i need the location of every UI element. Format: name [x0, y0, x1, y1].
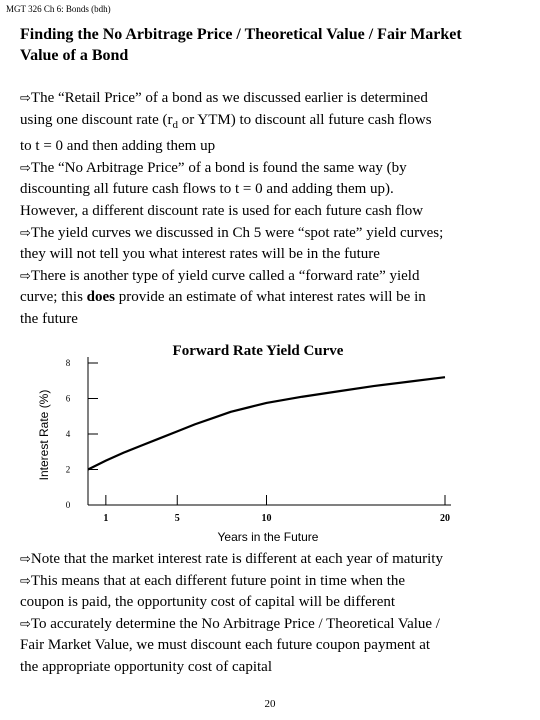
x-axis-label: Years in the Future [218, 530, 319, 544]
page-title: Finding the No Arbitrage Price / Theoret… [20, 24, 530, 66]
chart-series [87, 376, 446, 471]
bullet-text: The “Retail Price” of a bond as we discu… [30, 90, 428, 106]
bullet-text: This means that at each different future… [30, 572, 406, 589]
bullet-text: The “No Arbitrage Price” of a bond is fo… [30, 159, 407, 176]
arrow-right-icon: ⇨ [20, 268, 31, 284]
arrow-right-icon: ⇨ [20, 616, 31, 632]
bullet-text: There is another type of yield curve cal… [30, 267, 420, 284]
conclusion-bullets: ⇨Note that the market interest rate is d… [20, 549, 535, 679]
bullet-text: provide an estimate of what interest rat… [115, 289, 426, 306]
bullet-text: coupon is paid, the opportunity cost of … [20, 594, 396, 611]
bullet-spot-rate: ⇨The yield curves we discussed in Ch 5 w… [20, 223, 535, 266]
bullet-text: using one discount rate (r [20, 111, 173, 128]
y-tick-label: 0 [66, 500, 71, 510]
title-line-2: Value of a Bond [20, 47, 129, 64]
page-number: 20 [264, 698, 276, 710]
bullet-text: curve; this [20, 289, 87, 306]
bullet-opportunity-cost: ⇨This means that at each different futur… [20, 571, 535, 614]
arrow-right-icon: ⇨ [20, 91, 31, 106]
bullet-text: they will not tell you what interest rat… [20, 246, 380, 263]
chart-axes [87, 357, 451, 506]
page-header: MGT 326 Ch 6: Bonds (bdh) [6, 4, 111, 14]
arrow-right-icon: ⇨ [20, 160, 31, 176]
title-line-1: Finding the No Arbitrage Price / Theoret… [20, 26, 462, 43]
bullet-discount-coupons: ⇨To accurately determine the No Arbitrag… [20, 614, 535, 679]
bullet-text: the appropriate opportunity cost of capi… [20, 658, 273, 675]
arrow-right-icon: ⇨ [20, 552, 31, 567]
forward-rate-chart: Forward Rate Yield Curve Interest Rate (… [37, 343, 451, 544]
bullet-market-rate: ⇨Note that the market interest rate is d… [20, 549, 535, 571]
chart-title: Forward Rate Yield Curve [173, 343, 344, 359]
bullet-text: or YTM) to discount all future cash flow… [177, 111, 432, 128]
y-tick-label: 2 [66, 465, 71, 475]
y-tick-label: 8 [66, 358, 71, 368]
bullet-text: the future [20, 310, 78, 327]
bullet-text: Note that the market interest rate is di… [30, 551, 443, 567]
bullet-retail-price: ⇨The “Retail Price” of a bond as we disc… [20, 88, 535, 158]
x-tick-label: 1 [103, 513, 108, 524]
y-tick-label: 4 [66, 429, 71, 439]
arrow-right-icon: ⇨ [20, 573, 31, 589]
arrow-right-icon: ⇨ [20, 225, 31, 241]
chart-ticks: 0 2 4 6 8 1 5 10 20 [66, 358, 450, 524]
x-tick-label: 20 [440, 513, 450, 524]
bullet-text: To accurately determine the No Arbitrage… [30, 615, 440, 632]
bullet-no-arbitrage: ⇨The “No Arbitrage Price” of a bond is f… [20, 158, 535, 223]
bullet-text: Fair Market Value, we must discount each… [20, 637, 431, 654]
subscript-d: d [172, 118, 178, 131]
y-tick-label: 6 [66, 394, 71, 404]
x-tick-label: 5 [175, 513, 180, 524]
x-tick-label: 10 [262, 513, 272, 524]
intro-bullets: ⇨The “Retail Price” of a bond as we disc… [20, 88, 535, 331]
bullet-text: However, a different discount rate is us… [20, 202, 424, 219]
bullet-forward-rate: ⇨There is another type of yield curve ca… [20, 266, 535, 331]
y-axis-label: Interest Rate (%) [37, 390, 51, 481]
series-line [87, 376, 446, 471]
bullet-text: The yield curves we discussed in Ch 5 we… [30, 224, 444, 241]
bullet-text: to t = 0 and then adding them up [20, 138, 216, 155]
bullet-text: discounting all future cash flows to t =… [20, 181, 394, 198]
bold-word: does [86, 289, 115, 306]
